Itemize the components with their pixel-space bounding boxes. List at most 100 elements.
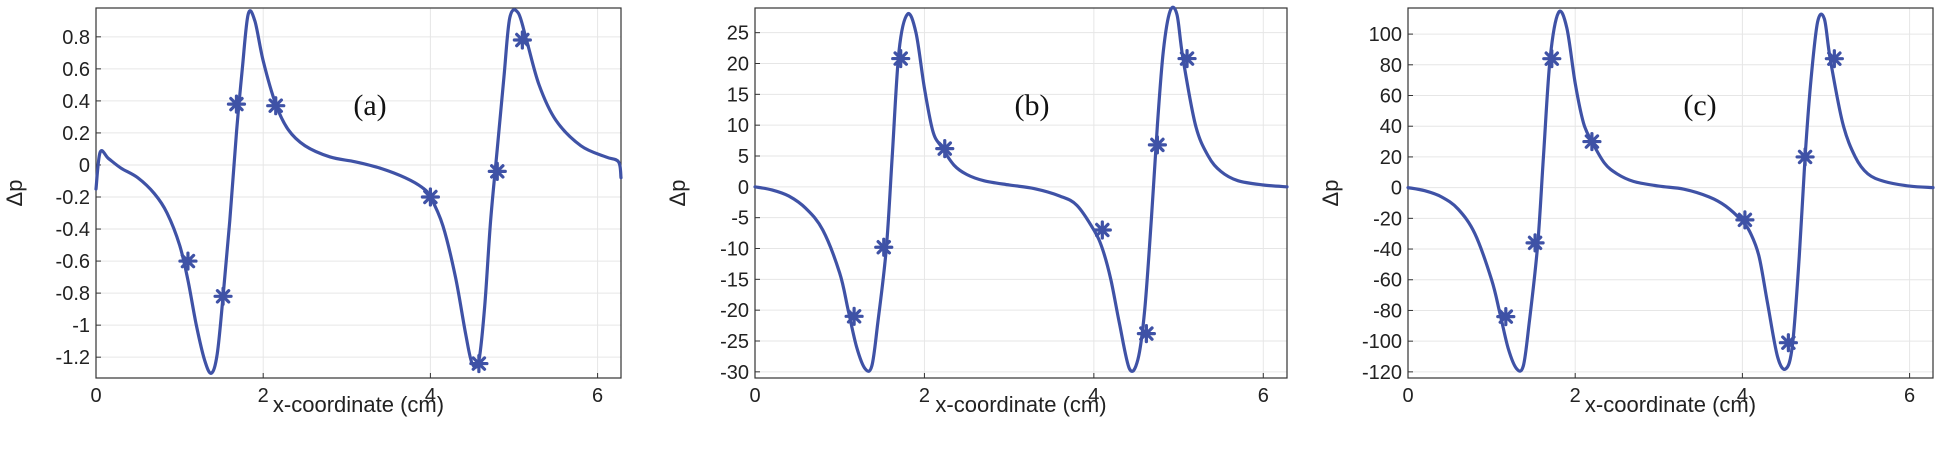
x-tick-label-3: 6	[1904, 385, 1915, 407]
marker-stroke	[268, 98, 283, 113]
data-marker-5	[1778, 333, 1798, 353]
marker-stroke	[1095, 222, 1110, 238]
y-tick-label-1: 80	[1380, 55, 1402, 77]
y-tick-label-7: -0.6	[56, 251, 90, 273]
y-tick-label-6: -20	[1373, 208, 1402, 230]
data-marker-4	[420, 187, 440, 207]
x-tick-label-1: 2	[258, 385, 269, 407]
data-marker-1	[1525, 233, 1545, 253]
panel-b: 0 2 4 6 25 20 15 10 5 0 -5 -10 -15 -20 -25 -30 x-coordin…	[665, 5, 1289, 417]
data-marker-2	[226, 94, 247, 114]
marker-stroke	[490, 164, 505, 179]
y-tick-label-4: 0	[79, 155, 90, 177]
x-tick-label-2: 4	[1088, 385, 1099, 407]
y-tick-label-1: 0.6	[62, 59, 90, 81]
marker-stroke	[423, 189, 438, 205]
data-marker-2	[891, 48, 911, 69]
y-tick-label-4: 20	[1380, 147, 1402, 169]
marker-stroke	[1781, 335, 1796, 350]
y-axis-title: Δp	[665, 180, 690, 207]
marker-stroke	[1797, 149, 1813, 165]
plot-frame	[754, 7, 1288, 379]
y-tick-label-2: 0.4	[62, 91, 90, 113]
y-tick-label-10: -25	[720, 331, 749, 353]
marker-stroke	[893, 51, 908, 66]
data-marker-6	[487, 161, 507, 181]
marker-stroke	[1737, 212, 1753, 228]
marker-stroke	[846, 309, 862, 324]
y-tick-label-3: 10	[727, 115, 749, 137]
marker-stroke	[1179, 51, 1195, 66]
panel-label: (c)	[1683, 89, 1716, 122]
marker-stroke	[1498, 309, 1514, 324]
data-marker-7	[512, 30, 532, 50]
y-axis-title: Δp	[1318, 180, 1343, 207]
marker-stroke	[1544, 51, 1560, 66]
x-tick-label-1: 2	[919, 385, 930, 407]
y-tick-label-0: 0.8	[62, 27, 90, 49]
x-tick-label-3: 6	[1258, 385, 1269, 407]
data-marker-5	[1136, 324, 1156, 344]
y-tick-label-11: -30	[720, 362, 749, 384]
y-axis-title: Δp	[2, 180, 27, 207]
panel-label: (b)	[1015, 89, 1050, 122]
series-line-0	[753, 5, 1289, 373]
data-marker-2	[1542, 49, 1562, 69]
x-axis-title: x-coordinate (cm)	[935, 392, 1106, 417]
x-tick-label-0: 0	[1402, 385, 1413, 407]
marker-stroke	[515, 32, 530, 48]
y-tick-label-7: -40	[1373, 239, 1402, 261]
y-tick-label-8: -0.8	[56, 283, 90, 305]
y-tick-label-9: -1	[72, 315, 90, 337]
y-tick-label-11: -120	[1362, 362, 1402, 384]
x-tick-label-3: 6	[592, 385, 603, 407]
series-line-0	[94, 8, 623, 375]
data-marker-6	[1147, 135, 1167, 155]
x-axis-title: x-coordinate (cm)	[273, 392, 444, 417]
marker-stroke	[1139, 326, 1154, 341]
data-marker-5	[469, 353, 489, 374]
y-tick-label-2: 15	[727, 84, 749, 106]
data-marker-4	[1092, 220, 1112, 240]
y-tick-label-0: 25	[727, 23, 749, 45]
x-tick-label-1: 2	[1570, 385, 1581, 407]
y-tick-label-6: -5	[731, 208, 749, 230]
y-tick-label-9: -80	[1373, 300, 1402, 322]
y-tick-label-5: -0.2	[56, 187, 90, 209]
marker-stroke	[1827, 51, 1842, 66]
data-marker-7	[1177, 48, 1197, 69]
y-tick-label-3: 0.2	[62, 123, 90, 145]
data-marker-1	[213, 286, 233, 306]
panel-c: 0 2 4 6 100 80 60 40 20 0 -20 -40 -60 -80 -100 -120 x-co…	[1318, 7, 1935, 417]
data-marker-3	[1582, 131, 1602, 152]
data-marker-7	[1824, 49, 1844, 69]
data-marker-4	[1735, 210, 1755, 230]
plot-frame	[1407, 7, 1934, 379]
data-marker-3	[266, 96, 286, 116]
data-marker-1	[874, 237, 894, 257]
y-tick-label-3: 40	[1380, 116, 1402, 138]
y-tick-label-10: -1.2	[56, 347, 90, 369]
marker-stroke	[1584, 134, 1600, 149]
y-tick-label-5: 0	[1391, 178, 1402, 200]
x-tick-label-0: 0	[90, 385, 101, 407]
plot-frame	[95, 7, 622, 379]
y-tick-label-1: 20	[727, 54, 749, 76]
panel-label: (a)	[353, 89, 386, 122]
y-tick-label-7: -10	[720, 239, 749, 261]
panel-a: 0 2 4 6 0.8 0.6 0.4 0.2 0 -0.2 -0.4 -0.6 -0.8 -1 -1.2 x…	[2, 7, 623, 417]
y-tick-label-5: 0	[738, 177, 749, 199]
series-line-0	[1406, 9, 1935, 373]
marker-stroke	[180, 253, 196, 269]
marker-stroke	[215, 289, 231, 304]
marker-stroke	[229, 96, 244, 112]
marker-stroke	[1527, 235, 1543, 251]
data-marker-3	[935, 139, 955, 159]
y-tick-label-2: 60	[1380, 86, 1402, 108]
y-tick-label-8: -15	[720, 269, 749, 291]
x-tick-label-2: 4	[1737, 385, 1748, 407]
y-tick-label-8: -60	[1373, 270, 1402, 292]
x-tick-label-0: 0	[749, 385, 760, 407]
marker-stroke	[471, 356, 487, 371]
